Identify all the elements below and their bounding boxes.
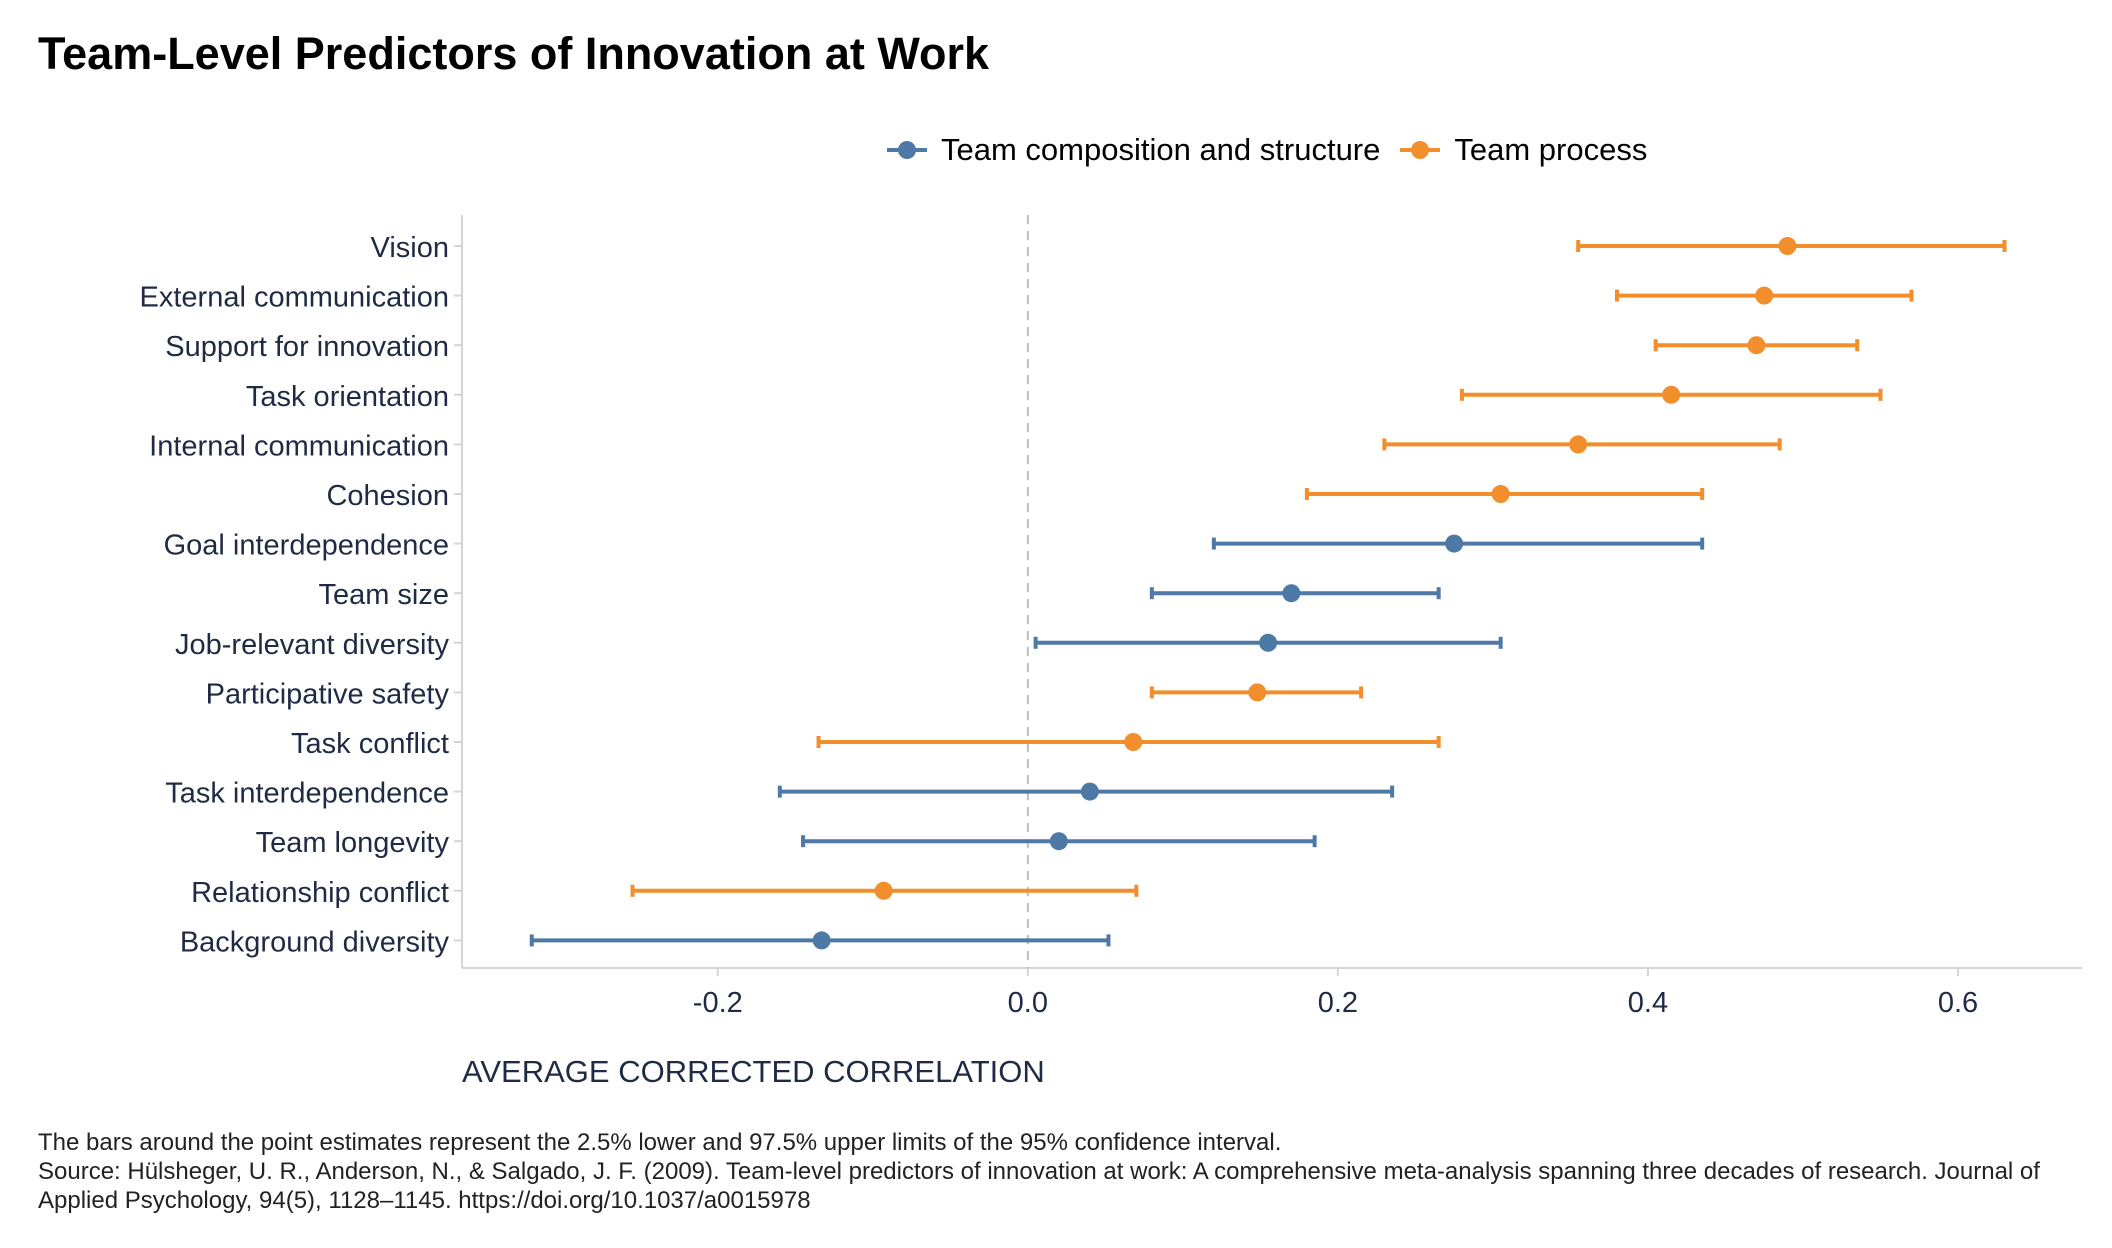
point-estimate <box>1282 584 1301 603</box>
y-tick-label: Task interdependence <box>165 778 449 810</box>
estimate-row <box>1459 385 1883 404</box>
legend: Team composition and structure Team proc… <box>885 128 1665 172</box>
point-estimate <box>1259 633 1278 652</box>
y-tick-label: Task conflict <box>291 728 449 760</box>
legend-key-team-process <box>1400 141 1441 159</box>
y-tick-label: Team size <box>318 579 449 611</box>
point-estimate <box>1049 832 1068 851</box>
x-axis-title: AVERAGE CORRECTED CORRELATION <box>462 1054 1045 1089</box>
y-tick-label: Team longevity <box>256 827 450 859</box>
y-tick-label: Goal interdependence <box>164 530 449 562</box>
x-tick-label: 0.6 <box>1938 987 1978 1019</box>
estimate-row <box>1033 633 1503 652</box>
legend-key-team-composition <box>887 141 927 159</box>
estimate-row <box>1211 534 1705 553</box>
x-tick-label: 0.4 <box>1628 987 1668 1019</box>
estimate-row <box>1614 286 1914 305</box>
point-estimate <box>1124 733 1143 751</box>
y-tick-label: Job-relevant diversity <box>175 629 449 661</box>
point-estimate <box>1569 435 1588 454</box>
legend-label-team-composition: Team composition and structure <box>941 132 1381 167</box>
y-tick-label: Task orientation <box>246 381 449 413</box>
estimate-row <box>1304 485 1705 503</box>
estimate-row <box>816 733 1441 751</box>
point-estimate <box>1445 534 1464 553</box>
point-estimate <box>1747 336 1766 355</box>
y-tick-label: Cohesion <box>326 480 449 512</box>
y-tick-label: Background diversity <box>180 926 450 958</box>
estimate-row <box>777 782 1395 801</box>
y-tick-label: Support for innovation <box>165 331 449 363</box>
point-estimate <box>812 931 831 950</box>
estimate-row <box>630 881 1139 900</box>
estimate-row <box>801 832 1317 851</box>
point-estimate <box>1248 683 1267 702</box>
estimate-row <box>1576 237 2007 255</box>
legend-item-team-process: Team process <box>1398 132 1647 168</box>
estimate-row <box>1149 683 1364 702</box>
point-estimate <box>1080 782 1099 801</box>
point-estimate <box>1662 385 1681 404</box>
caption-source: Source: Hülsheger, U. R., Anderson, N., … <box>38 1158 2046 1214</box>
point-estimate <box>874 881 893 900</box>
x-tick-label: -0.2 <box>693 987 743 1019</box>
estimate-row <box>1653 336 1860 355</box>
legend-item-team-composition: Team composition and structure <box>885 132 1380 168</box>
y-tick-label: Participative safety <box>206 678 450 710</box>
caption: The bars around the point estimates repr… <box>38 1128 2078 1215</box>
y-tick-label: Relationship conflict <box>191 877 449 909</box>
caption-note: The bars around the point estimates repr… <box>38 1129 1282 1156</box>
y-tick-label: External communication <box>140 282 449 314</box>
estimate-row <box>529 931 1111 950</box>
y-tick-label: Vision <box>371 232 449 264</box>
estimate-row <box>1149 584 1441 603</box>
estimate-row <box>1382 435 1782 454</box>
y-tick-label: Internal communication <box>149 430 449 462</box>
point-estimate <box>1778 237 1797 255</box>
legend-label-team-process: Team process <box>1454 132 1648 167</box>
x-tick-label: 0.0 <box>1008 987 1048 1019</box>
chart-title: Team-Level Predictors of Innovation at W… <box>38 28 990 79</box>
point-estimate <box>1755 286 1774 305</box>
x-tick-label: 0.2 <box>1318 987 1358 1019</box>
point-estimate <box>1491 485 1510 503</box>
